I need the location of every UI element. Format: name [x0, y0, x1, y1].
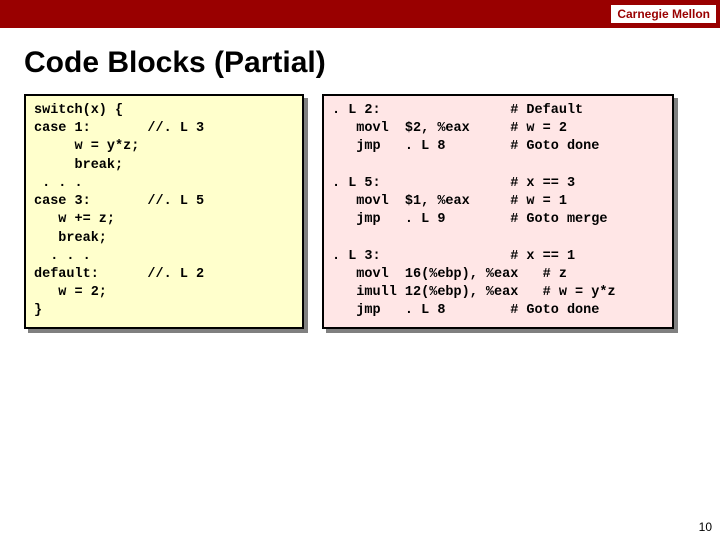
header-bar: Carnegie Mellon — [0, 0, 720, 28]
right-code-wrap: . L 2: # Default movl $2, %eax # w = 2 j… — [322, 94, 674, 329]
left-code-wrap: switch(x) { case 1: //. L 3 w = y*z; bre… — [24, 94, 304, 329]
slide-title: Code Blocks (Partial) — [24, 46, 720, 80]
c-code-block: switch(x) { case 1: //. L 3 w = y*z; bre… — [24, 94, 304, 329]
content-row: switch(x) { case 1: //. L 3 w = y*z; bre… — [0, 94, 720, 329]
page-number: 10 — [699, 520, 712, 534]
org-label: Carnegie Mellon — [611, 5, 716, 23]
asm-code-block: . L 2: # Default movl $2, %eax # w = 2 j… — [322, 94, 674, 329]
